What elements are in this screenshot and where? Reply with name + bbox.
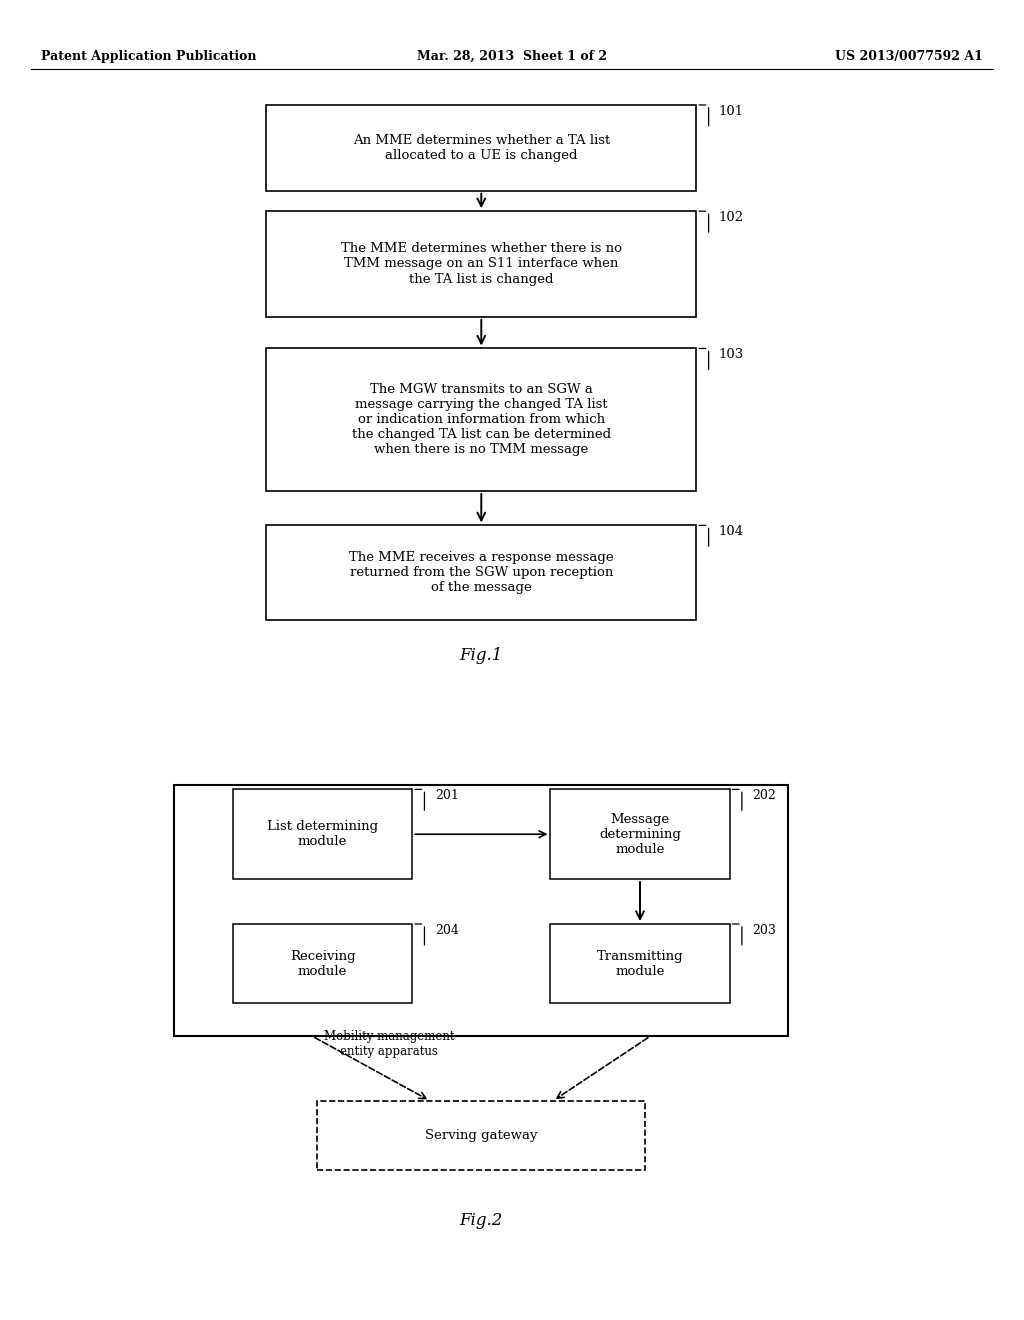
Bar xyxy=(551,924,729,1003)
Bar xyxy=(266,525,696,620)
Text: 204: 204 xyxy=(434,924,459,937)
Text: 202: 202 xyxy=(752,789,776,803)
Text: The MME receives a response message
returned from the SGW upon reception
of the : The MME receives a response message retu… xyxy=(349,552,613,594)
Text: The MGW transmits to an SGW a
message carrying the changed TA list
or indication: The MGW transmits to an SGW a message ca… xyxy=(351,383,611,457)
Bar xyxy=(174,785,788,1036)
Bar xyxy=(266,211,696,317)
Text: 101: 101 xyxy=(719,106,744,117)
Text: Patent Application Publication: Patent Application Publication xyxy=(41,50,256,63)
Bar xyxy=(233,789,412,879)
Text: Message
determining
module: Message determining module xyxy=(599,813,681,855)
Text: Fig.2: Fig.2 xyxy=(460,1212,503,1229)
Text: An MME determines whether a TA list
allocated to a UE is changed: An MME determines whether a TA list allo… xyxy=(352,133,610,162)
Bar xyxy=(266,348,696,491)
Bar xyxy=(266,104,696,190)
Text: 201: 201 xyxy=(434,789,459,803)
Text: 104: 104 xyxy=(719,525,744,539)
Bar xyxy=(233,924,412,1003)
Text: Fig.1: Fig.1 xyxy=(460,647,503,664)
Text: US 2013/0077592 A1: US 2013/0077592 A1 xyxy=(836,50,983,63)
Bar xyxy=(551,789,729,879)
Text: 102: 102 xyxy=(719,211,744,224)
Text: 103: 103 xyxy=(719,348,744,362)
Text: Transmitting
module: Transmitting module xyxy=(597,949,683,978)
Bar xyxy=(317,1101,645,1170)
Text: Mar. 28, 2013  Sheet 1 of 2: Mar. 28, 2013 Sheet 1 of 2 xyxy=(417,50,607,63)
Text: List determining
module: List determining module xyxy=(267,820,378,849)
Text: Receiving
module: Receiving module xyxy=(290,949,355,978)
Text: 203: 203 xyxy=(752,924,776,937)
Text: The MME determines whether there is no
TMM message on an S11 interface when
the : The MME determines whether there is no T… xyxy=(341,243,622,285)
Text: Serving gateway: Serving gateway xyxy=(425,1129,538,1142)
Text: Mobility management
entity apparatus: Mobility management entity apparatus xyxy=(324,1030,455,1057)
